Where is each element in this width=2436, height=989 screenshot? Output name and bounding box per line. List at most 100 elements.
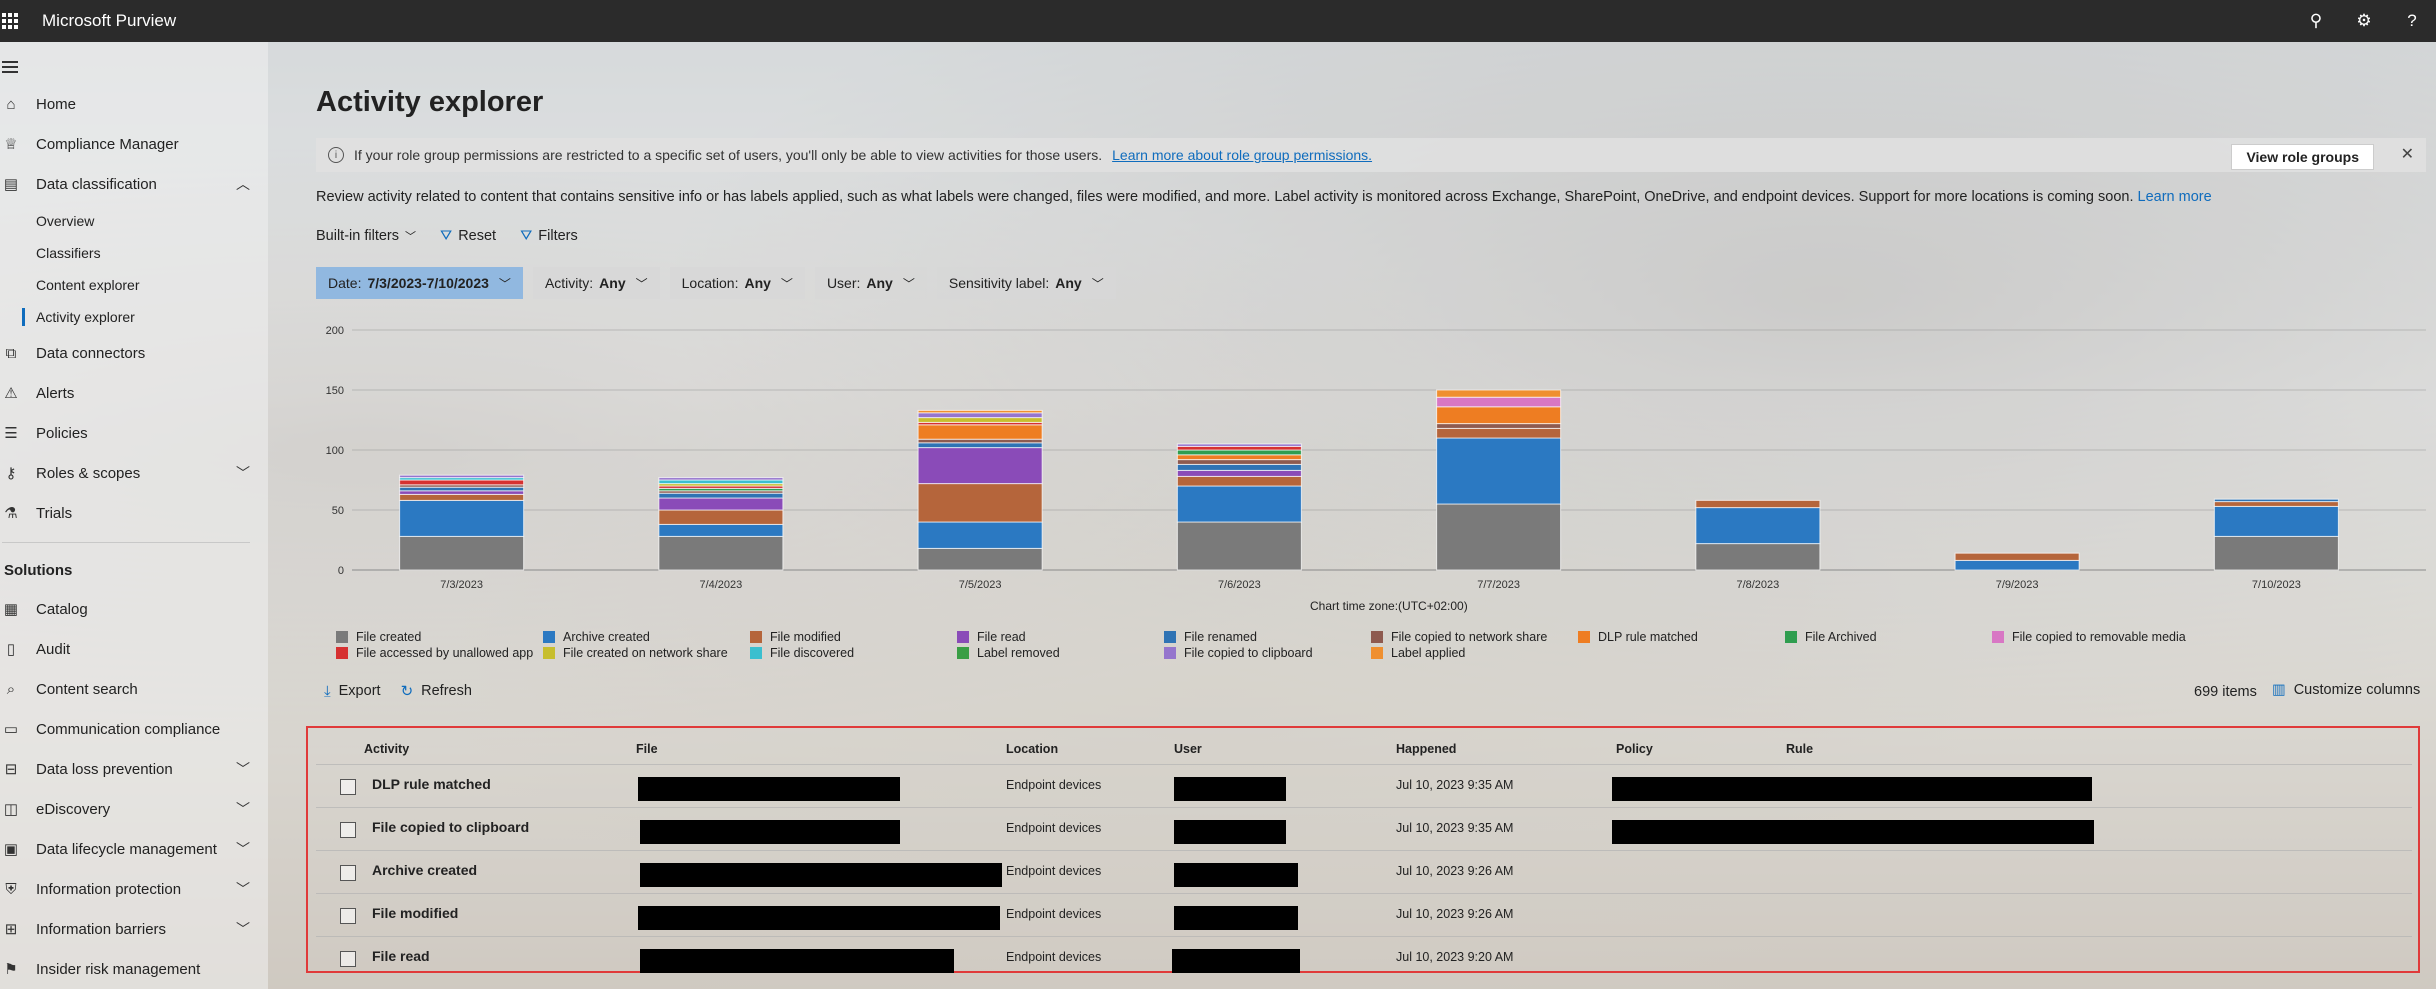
reset-button[interactable]: ⛛ Reset bbox=[440, 228, 496, 244]
bar-segment[interactable] bbox=[1176, 463, 1302, 471]
activity-filter-pill[interactable]: Activity: Any ﹀ bbox=[532, 267, 660, 299]
bar-segment[interactable] bbox=[1954, 559, 2080, 571]
bar-segment[interactable] bbox=[399, 479, 525, 486]
table-row[interactable]: File copied to clipboard Endpoint device… bbox=[316, 807, 2412, 850]
table-row[interactable]: DLP rule matched Endpoint devices Jul 10… bbox=[316, 764, 2412, 807]
refresh-button[interactable]: ↻ Refresh bbox=[401, 682, 472, 700]
help-icon[interactable]: ? bbox=[2407, 11, 2417, 30]
legend-item[interactable]: File accessed by unallowed app bbox=[336, 646, 533, 660]
sidebar-item-ediscovery[interactable]: ◫ eDiscovery ﹀ bbox=[0, 794, 268, 824]
connections-icon[interactable]: ⚲ bbox=[2309, 11, 2323, 30]
bar-segment[interactable] bbox=[917, 521, 1043, 549]
bar-segment[interactable] bbox=[1436, 437, 1562, 505]
column-header-activity[interactable]: Activity bbox=[364, 742, 410, 756]
sidebar-item-audit[interactable]: ▯ Audit bbox=[0, 634, 268, 664]
bar-segment[interactable] bbox=[1695, 543, 1821, 571]
bar-segment[interactable] bbox=[1176, 459, 1302, 465]
column-header-user[interactable]: User bbox=[1174, 742, 1202, 756]
sidebar-item-catalog[interactable]: ▦ Catalog bbox=[0, 594, 268, 624]
view-role-groups-button[interactable]: View role groups bbox=[2231, 144, 2374, 170]
bar-segment[interactable] bbox=[399, 474, 525, 479]
bar-segment[interactable] bbox=[658, 492, 784, 499]
table-row[interactable]: File read Endpoint devices Jul 10, 2023 … bbox=[316, 936, 2412, 979]
bar-segment[interactable] bbox=[658, 477, 784, 481]
bar-segment[interactable] bbox=[658, 509, 784, 525]
bar-segment[interactable] bbox=[2213, 498, 2339, 503]
column-header-file[interactable]: File bbox=[636, 742, 658, 756]
learn-more-link[interactable]: Learn more bbox=[2137, 189, 2212, 205]
bar-segment[interactable] bbox=[2213, 501, 2339, 507]
legend-item[interactable]: File read bbox=[957, 630, 1026, 644]
bar-segment[interactable] bbox=[917, 483, 1043, 523]
legend-item[interactable]: Label applied bbox=[1371, 646, 1465, 660]
date-filter-pill[interactable]: Date: 7/3/2023-7/10/2023 ﹀ bbox=[316, 267, 523, 299]
sidebar-item-classifiers[interactable]: Classifiers bbox=[0, 238, 268, 268]
bar-segment[interactable] bbox=[1176, 485, 1302, 523]
bar-segment[interactable] bbox=[399, 490, 525, 495]
legend-item[interactable]: File copied to removable media bbox=[1992, 630, 2186, 644]
column-header-happened[interactable]: Happened bbox=[1396, 742, 1457, 756]
legend-item[interactable]: File copied to network share bbox=[1371, 630, 1547, 644]
sidebar-item-activity-explorer[interactable]: Activity explorer bbox=[0, 302, 268, 332]
legend-item[interactable]: Archive created bbox=[543, 630, 650, 644]
bar-segment[interactable] bbox=[658, 535, 784, 571]
legend-item[interactable]: File renamed bbox=[1164, 630, 1257, 644]
row-checkbox[interactable] bbox=[340, 779, 356, 795]
bar-segment[interactable] bbox=[917, 417, 1043, 423]
bar-segment[interactable] bbox=[658, 479, 784, 485]
bar-segment[interactable] bbox=[2213, 535, 2339, 571]
customize-columns-button[interactable]: ▥ Customize columns bbox=[2272, 682, 2420, 698]
bar-segment[interactable] bbox=[1695, 499, 1821, 509]
legend-item[interactable]: File created bbox=[336, 630, 421, 644]
bar-segment[interactable] bbox=[1176, 469, 1302, 477]
bar-segment[interactable] bbox=[1436, 396, 1562, 408]
legend-item[interactable]: File discovered bbox=[750, 646, 854, 660]
column-header-location[interactable]: Location bbox=[1006, 742, 1059, 756]
legend-item[interactable]: File created on network share bbox=[543, 646, 728, 660]
column-header-policy[interactable]: Policy bbox=[1616, 742, 1653, 756]
close-icon[interactable]: ✕ bbox=[2400, 146, 2414, 163]
settings-icon[interactable]: ⚙ bbox=[2356, 11, 2372, 30]
sidebar-item-home[interactable]: ⌂ Home bbox=[0, 89, 268, 119]
sidebar-item-data-loss-prevention[interactable]: ⊟ Data loss prevention ﹀ bbox=[0, 754, 268, 784]
bar-segment[interactable] bbox=[1176, 475, 1302, 487]
bar-segment[interactable] bbox=[917, 547, 1043, 571]
sidebar-item-trials[interactable]: ⚗ Trials bbox=[0, 498, 268, 528]
bar-segment[interactable] bbox=[399, 535, 525, 571]
bar-segment[interactable] bbox=[399, 493, 525, 501]
app-launcher-icon[interactable] bbox=[2, 13, 18, 29]
bar-segment[interactable] bbox=[1436, 389, 1562, 398]
sidebar-item-overview[interactable]: Overview bbox=[0, 206, 268, 236]
bar-segment[interactable] bbox=[1436, 406, 1562, 425]
column-header-rule[interactable]: Rule bbox=[1786, 742, 1814, 756]
legend-item[interactable]: File copied to clipboard bbox=[1164, 646, 1313, 660]
table-row[interactable]: File modified Endpoint devices Jul 10, 2… bbox=[316, 893, 2412, 936]
app-title[interactable]: Microsoft Purview bbox=[42, 11, 177, 30]
sidebar-item-insider-risk-management[interactable]: ⚑ Insider risk management bbox=[0, 954, 268, 984]
bar-segment[interactable] bbox=[917, 409, 1043, 414]
sidebar-item-compliance-manager[interactable]: ♕ Compliance Manager bbox=[0, 129, 268, 159]
builtin-filters-dropdown[interactable]: Built-in filters ﹀ bbox=[316, 228, 416, 244]
sidebar-item-data-connectors[interactable]: ⧉ Data connectors bbox=[0, 338, 268, 368]
bar-segment[interactable] bbox=[1436, 427, 1562, 439]
bar-segment[interactable] bbox=[1176, 521, 1302, 571]
bar-segment[interactable] bbox=[658, 523, 784, 537]
location-filter-pill[interactable]: Location: Any ﹀ bbox=[669, 267, 805, 299]
sidebar-item-content-explorer[interactable]: Content explorer bbox=[0, 270, 268, 300]
bar-segment[interactable] bbox=[917, 424, 1043, 440]
bar-segment[interactable] bbox=[1176, 449, 1302, 456]
legend-item[interactable]: File Archived bbox=[1785, 630, 1877, 644]
bar-segment[interactable] bbox=[399, 499, 525, 537]
legend-item[interactable]: Label removed bbox=[957, 646, 1060, 660]
row-checkbox[interactable] bbox=[340, 822, 356, 838]
sidebar-item-policies[interactable]: ☰ Policies bbox=[0, 418, 268, 448]
collapse-nav-icon[interactable] bbox=[2, 58, 18, 76]
bar-segment[interactable] bbox=[1954, 552, 2080, 561]
bar-segment[interactable] bbox=[917, 438, 1043, 444]
sidebar-item-information-barriers[interactable]: ⊞ Information barriers ﹀ bbox=[0, 914, 268, 944]
role-group-permissions-link[interactable]: Learn more about role group permissions. bbox=[1112, 147, 1373, 163]
row-checkbox[interactable] bbox=[340, 908, 356, 924]
table-row[interactable]: Archive created Endpoint devices Jul 10,… bbox=[316, 850, 2412, 893]
bar-segment[interactable] bbox=[917, 412, 1043, 419]
bar-segment[interactable] bbox=[1176, 445, 1302, 451]
